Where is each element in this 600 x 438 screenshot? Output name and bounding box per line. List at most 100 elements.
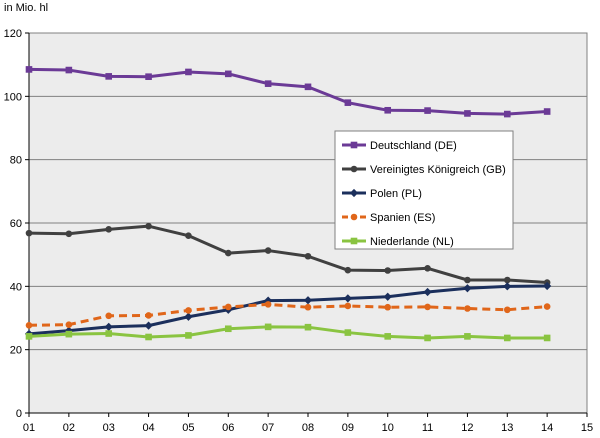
data-point: [503, 334, 511, 342]
legend: Deutschland (DE) Vereinigtes Königreich (…: [334, 130, 514, 250]
y-tick-label: 40: [10, 281, 22, 293]
data-point: [104, 322, 113, 331]
legend-marker: [350, 237, 358, 245]
data-point: [424, 303, 431, 311]
x-tick-label: 04: [142, 422, 154, 434]
data-point: [503, 306, 511, 314]
y-tick-label: 80: [10, 155, 22, 167]
data-point: [144, 321, 153, 330]
y-tick-label: 120: [4, 28, 22, 40]
data-point: [423, 287, 432, 297]
data-point: [424, 264, 431, 272]
x-tick-label: 01: [23, 422, 35, 434]
data-point: [344, 99, 352, 106]
data-point: [224, 249, 232, 257]
series-1: [25, 66, 551, 118]
data-point: [264, 247, 272, 254]
legend-label: Spanien (ES): [370, 212, 435, 224]
legend-marker: [350, 165, 358, 173]
data-point: [105, 226, 113, 233]
legend-label: Polen (PL): [370, 188, 422, 200]
data-point: [145, 312, 152, 319]
legend-item: Niederlande (NL): [342, 236, 454, 248]
x-tick-label: 10: [382, 422, 394, 434]
data-point: [145, 333, 152, 341]
data-point: [463, 284, 472, 293]
data-point: [384, 106, 392, 114]
x-tick-label: 09: [342, 422, 354, 434]
data-point: [264, 323, 272, 331]
data-point: [424, 334, 431, 342]
y-tick-label: 60: [10, 218, 22, 230]
series-2: [25, 222, 551, 286]
legend-label: Niederlande (NL): [370, 236, 454, 248]
legend-item: Polen (PL): [342, 188, 422, 200]
legend-box: [334, 130, 514, 250]
data-point: [65, 66, 73, 74]
data-point: [503, 282, 512, 291]
data-point: [384, 303, 392, 311]
data-point: [344, 302, 352, 310]
data-point: [543, 334, 551, 342]
legend-marker: [349, 188, 359, 198]
data-point: [145, 222, 152, 230]
data-point: [424, 107, 431, 114]
series-line: [28, 325, 548, 340]
legend-label: Vereinigtes Königreich (GB): [370, 164, 506, 176]
data-point: [65, 330, 73, 338]
data-point: [464, 305, 471, 312]
y-tick-label: 20: [10, 345, 22, 357]
x-tick-label: 14: [541, 422, 553, 434]
x-tick-label: 08: [302, 422, 314, 434]
data-point: [304, 83, 312, 91]
data-point: [105, 73, 113, 80]
data-point: [224, 303, 232, 311]
series-5: [25, 323, 551, 342]
x-tick-label: 05: [182, 422, 194, 434]
data-point: [543, 281, 552, 291]
y-axis-ticks: 0 20 40 60 80 100 120: [4, 28, 29, 420]
series-line: [28, 284, 548, 336]
x-tick-label: 06: [222, 422, 234, 434]
data-point: [503, 276, 511, 284]
data-point: [464, 110, 471, 117]
data-point: [304, 303, 312, 311]
data-point: [344, 329, 352, 336]
data-point: [344, 266, 352, 274]
data-point: [543, 303, 551, 310]
data-point: [185, 332, 192, 339]
legend-marker: [350, 141, 358, 149]
x-tick-label: 15: [581, 422, 593, 434]
data-point: [185, 307, 192, 314]
data-point: [464, 276, 471, 284]
data-point: [224, 325, 232, 333]
data-point: [304, 252, 312, 260]
data-point: [25, 229, 33, 237]
legend-item: Deutschland (DE): [342, 140, 457, 152]
data-point: [184, 312, 193, 321]
x-tick-label: 13: [501, 422, 513, 434]
legend-item: Spanien (ES): [342, 212, 435, 224]
data-point: [264, 296, 273, 305]
series-line: [28, 224, 548, 285]
data-point: [384, 267, 392, 274]
data-point: [25, 66, 33, 73]
legend-label: Deutschland (DE): [370, 140, 457, 152]
data-point: [105, 312, 113, 320]
data-point: [65, 321, 73, 328]
data-point: [224, 70, 232, 78]
data-point: [383, 292, 392, 301]
series-line: [28, 302, 548, 327]
data-point: [25, 321, 33, 329]
data-point: [304, 323, 312, 331]
y-tick-label: 100: [4, 91, 22, 103]
legend-marker: [350, 213, 358, 221]
x-tick-label: 12: [461, 422, 473, 434]
series-4: [25, 301, 551, 329]
data-point: [384, 333, 392, 340]
data-point: [303, 296, 313, 305]
series-line: [28, 67, 548, 116]
data-point: [145, 73, 152, 80]
